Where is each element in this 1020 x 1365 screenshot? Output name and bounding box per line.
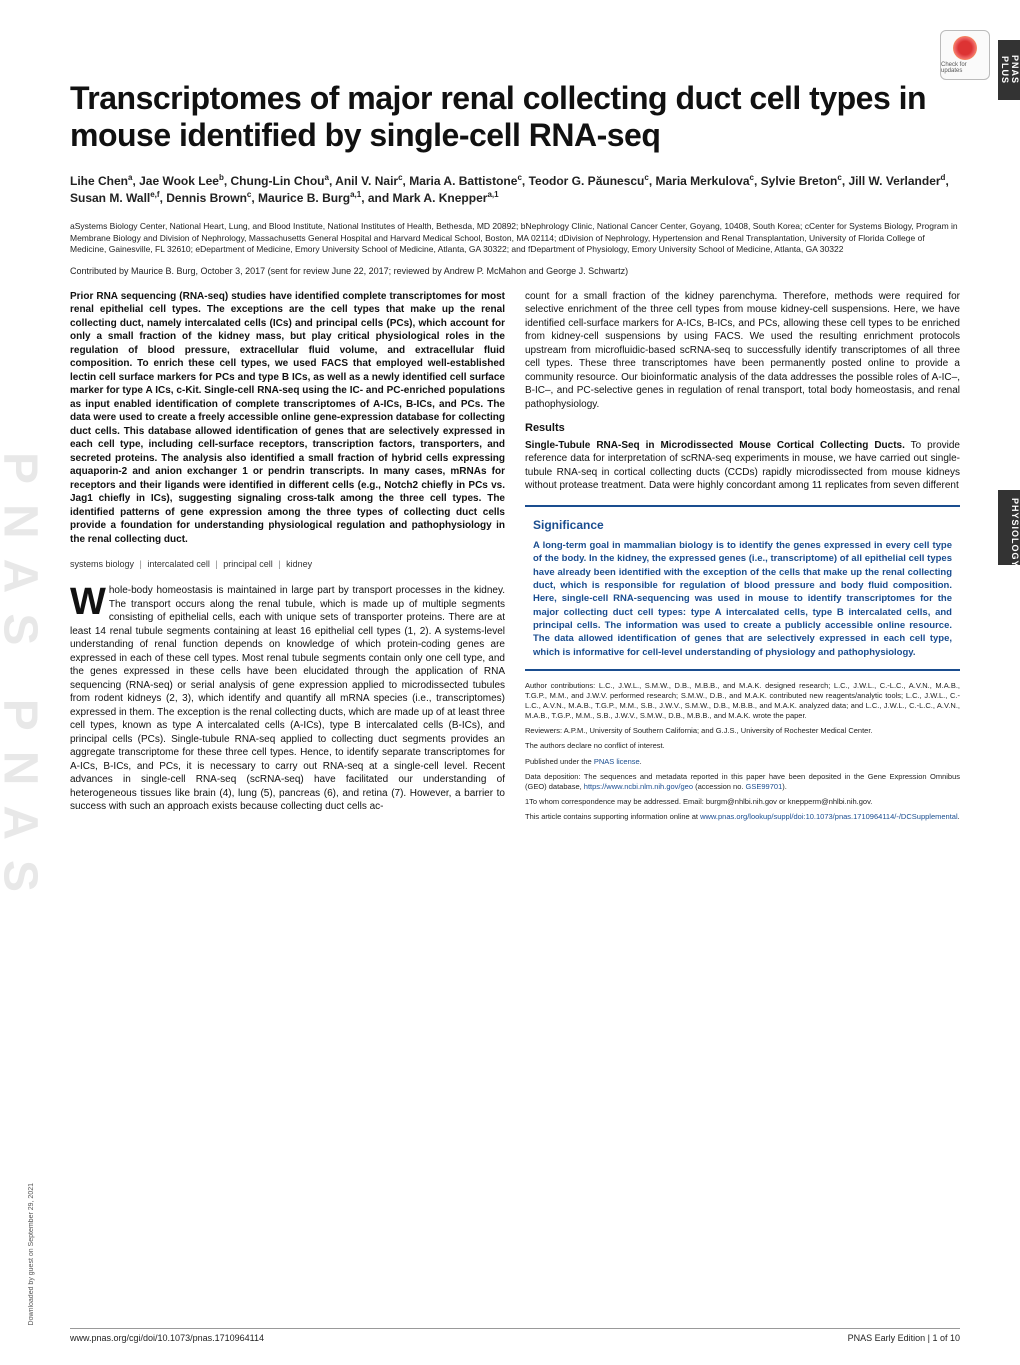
download-note: Downloaded by guest on September 29, 202…: [28, 1183, 35, 1325]
body-paragraph-1: Whole-body homeostasis is maintained in …: [70, 584, 505, 814]
geo-link[interactable]: https://www.ncbi.nlm.nih.gov/geo: [584, 782, 693, 791]
significance-box: Significance A long-term goal in mammali…: [525, 505, 960, 671]
results-heading: Results: [525, 421, 960, 436]
results-paragraph: Single-Tubule RNA-Seq in Microdissected …: [525, 439, 960, 493]
two-column-body: Prior RNA sequencing (RNA-seq) studies h…: [70, 290, 960, 828]
correspondence: 1To whom correspondence may be addressed…: [525, 797, 960, 807]
affiliations: aSystems Biology Center, National Heart,…: [70, 221, 960, 255]
page-footer: www.pnas.org/cgi/doi/10.1073/pnas.171096…: [70, 1328, 960, 1343]
data-mid: (accession no.: [693, 782, 746, 791]
data-post: ).: [782, 782, 787, 791]
page-content: Transcriptomes of major renal collecting…: [70, 80, 960, 827]
pnas-watermark: PNAS PNAS: [0, 0, 50, 1365]
dropcap: W: [70, 584, 109, 618]
body-text-1: hole-body homeostasis is maintained in l…: [70, 585, 505, 812]
license-post: .: [640, 757, 642, 766]
footer-doi: www.pnas.org/cgi/doi/10.1073/pnas.171096…: [70, 1333, 264, 1343]
author-contributions: Author contributions: L.C., J.W.L., S.M.…: [525, 681, 960, 722]
sidetab-physiology: PHYSIOLOGY: [998, 490, 1020, 565]
significance-title: Significance: [533, 517, 952, 533]
sidetab-pnas-plus: PNAS PLUS: [998, 40, 1020, 100]
supplemental-link[interactable]: www.pnas.org/lookup/suppl/doi:10.1073/pn…: [700, 812, 958, 821]
footer-page-info: PNAS Early Edition | 1 of 10: [848, 1333, 960, 1343]
contributed-line: Contributed by Maurice B. Burg, October …: [70, 266, 960, 276]
significance-body: A long-term goal in mammalian biology is…: [533, 539, 952, 659]
accession-link[interactable]: GSE99701: [746, 782, 783, 791]
keywords: systems biology | intercalated cell | pr…: [70, 558, 505, 570]
check-updates-badge[interactable]: Check for updates: [940, 30, 990, 80]
supp-post: .: [958, 812, 960, 821]
reviewers: Reviewers: A.P.M., University of Souther…: [525, 726, 960, 736]
data-deposition: Data deposition: The sequences and metad…: [525, 772, 960, 792]
license-link[interactable]: PNAS license: [594, 757, 640, 766]
abstract: Prior RNA sequencing (RNA-seq) studies h…: [70, 290, 505, 547]
body-paragraph-2: count for a small fraction of the kidney…: [525, 290, 960, 412]
check-updates-label: Check for updates: [941, 62, 989, 74]
results-subheading: Single-Tubule RNA-Seq in Microdissected …: [525, 440, 905, 451]
author-list: Lihe Chena, Jae Wook Leeb, Chung-Lin Cho…: [70, 172, 960, 208]
conflict-statement: The authors declare no conflict of inter…: [525, 741, 960, 751]
supplemental-line: This article contains supporting informa…: [525, 812, 960, 822]
article-title: Transcriptomes of major renal collecting…: [70, 80, 960, 154]
column-left: Prior RNA sequencing (RNA-seq) studies h…: [70, 290, 505, 828]
license-pre: Published under the: [525, 757, 594, 766]
column-right: count for a small fraction of the kidney…: [525, 290, 960, 828]
supp-pre: This article contains supporting informa…: [525, 812, 700, 821]
license-line: Published under the PNAS license.: [525, 757, 960, 767]
